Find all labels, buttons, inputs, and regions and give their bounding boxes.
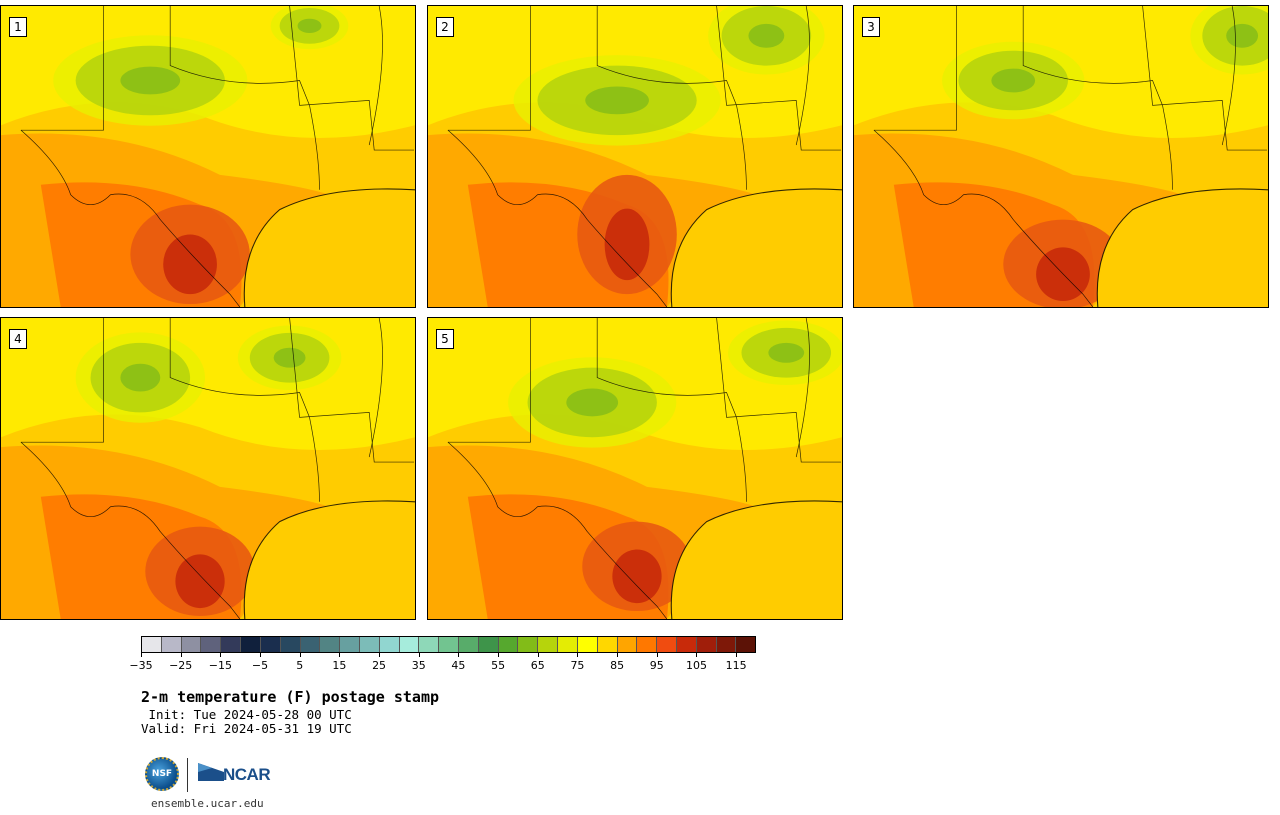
colorbar-tick-label: 75 [570, 659, 585, 672]
colorbar-bin [637, 637, 658, 652]
colorbar-tick [458, 653, 460, 657]
ncar-logo-text: NCAR [223, 765, 271, 784]
colorbar-bin [498, 637, 519, 652]
colorbar-bin [577, 637, 598, 652]
colorbar-tick-label: 85 [610, 659, 625, 672]
colorbar-tick [379, 653, 381, 657]
logos: NSF NCAR [145, 756, 275, 794]
colorbar-tick [141, 653, 142, 657]
colorbar-tick [656, 653, 658, 657]
colorbar-bin [241, 637, 261, 652]
colorbar-tick-label: 105 [685, 659, 707, 672]
colorbar-tick-label: 55 [491, 659, 506, 672]
colorbar-bin [617, 637, 638, 652]
colorbar-bin [260, 637, 281, 652]
member-3-number: 3 [862, 17, 880, 37]
valid-time: Valid: Fri 2024-05-31 19 UTC [141, 721, 352, 736]
colorbar-tick [736, 653, 738, 657]
member-4-number: 4 [9, 329, 27, 349]
colorbar-tick [220, 653, 222, 657]
temperature-field-map [428, 318, 842, 619]
colorbar-bin [696, 637, 717, 652]
colorbar-bin [181, 637, 202, 652]
colorbar-bin [280, 637, 301, 652]
colorbar-bin [300, 637, 321, 652]
colorbar-tick-label: 65 [530, 659, 545, 672]
member-5-number: 5 [436, 329, 454, 349]
init-time: Init: Tue 2024-05-28 00 UTC [141, 707, 352, 722]
colorbar-bin [518, 637, 539, 652]
colorbar-bin [399, 637, 420, 652]
temperature-colorbar [141, 636, 756, 653]
colorbar-tick-label: 5 [296, 659, 304, 672]
member-2-number: 2 [436, 17, 454, 37]
temperature-field-map [1, 318, 415, 619]
colorbar-bin [320, 637, 341, 652]
colorbar-bin [201, 637, 222, 652]
temperature-field-map [428, 6, 842, 307]
colorbar-bin [419, 637, 440, 652]
colorbar-tick [498, 653, 500, 657]
logo-divider [187, 758, 188, 792]
colorbar-tick [696, 653, 698, 657]
colorbar-tick [339, 653, 341, 657]
member-1-map: 1 [0, 5, 416, 308]
colorbar-tick-label: 15 [332, 659, 347, 672]
colorbar-bin [340, 637, 360, 652]
colorbar-bin [142, 637, 162, 652]
colorbar-tick-label: 25 [372, 659, 387, 672]
member-4-map: 4 [0, 317, 416, 620]
colorbar-tick [418, 653, 420, 657]
colorbar-tick [537, 653, 539, 657]
member-5-map: 5 [427, 317, 843, 620]
colorbar-tick [299, 653, 301, 657]
temperature-field-map [1, 6, 415, 307]
colorbar-bin [459, 637, 479, 652]
colorbar-bin [676, 637, 697, 652]
colorbar-tick-label: 115 [725, 659, 747, 672]
colorbar-bin [736, 637, 756, 652]
colorbar-tick [577, 653, 579, 657]
colorbar-tick-label: −5 [251, 659, 269, 672]
colorbar-ticks: −35 −25 −15 −5 5 15 25 35 45 55 65 75 85 95 105 115 [129, 653, 756, 673]
colorbar-tick-label: −25 [169, 659, 193, 672]
colorbar-tick-label: 45 [451, 659, 466, 672]
colorbar-tick [617, 653, 619, 657]
colorbar-bin [558, 637, 578, 652]
colorbar-tick-label: −35 [129, 659, 153, 672]
site-url: ensemble.ucar.edu [151, 797, 264, 810]
colorbar-bin [716, 637, 737, 652]
colorbar-bin [439, 637, 459, 652]
member-3-map: 3 [853, 5, 1269, 308]
temperature-field-map [854, 6, 1268, 307]
colorbar-bin [538, 637, 559, 652]
colorbar-bin [379, 637, 400, 652]
colorbar-tick-label: −15 [208, 659, 232, 672]
nsf-logo: NSF [145, 757, 179, 791]
ncar-mark-icon [198, 763, 224, 781]
colorbar-tick [180, 653, 182, 657]
plot-title: 2-m temperature (F) postage stamp [141, 688, 440, 706]
colorbar-bin [161, 637, 182, 652]
colorbar-bin [657, 637, 677, 652]
colorbar-tick-label: 95 [649, 659, 664, 672]
member-1-number: 1 [9, 17, 27, 37]
colorbar-bin [221, 637, 242, 652]
colorbar-tick-label: 35 [411, 659, 426, 672]
colorbar-bin [359, 637, 380, 652]
colorbar-bin [597, 637, 618, 652]
member-2-map: 2 [427, 5, 843, 308]
colorbar-bin [478, 637, 499, 652]
colorbar-tick [260, 653, 262, 657]
